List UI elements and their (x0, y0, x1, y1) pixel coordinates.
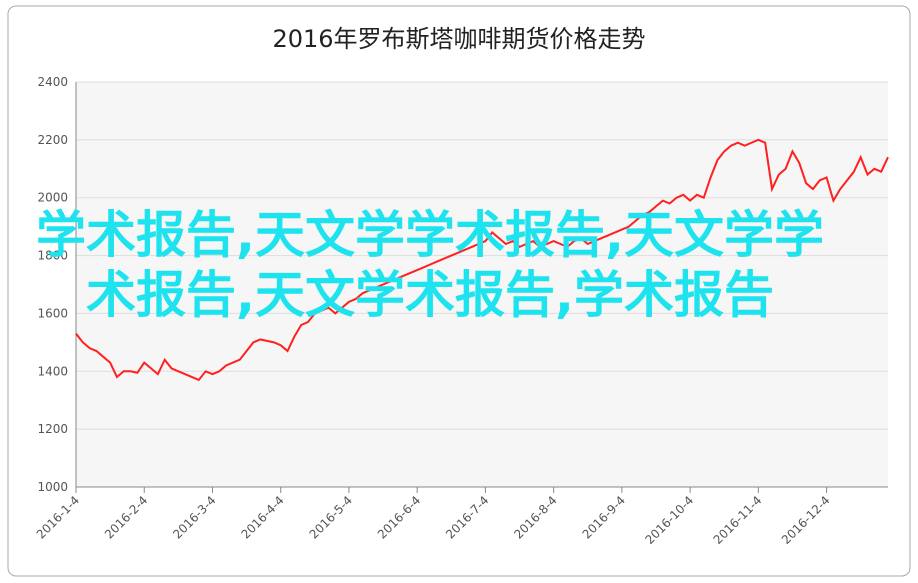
y-tick-label: 1400 (37, 364, 68, 378)
y-tick-label: 2200 (37, 133, 68, 147)
y-tick-label: 1600 (37, 306, 68, 320)
y-tick-label: 1800 (37, 249, 68, 263)
y-tick-label: 1200 (37, 422, 68, 436)
y-tick-label: 1000 (37, 480, 68, 494)
chart-title: 2016年罗布斯塔咖啡期货价格走势 (272, 25, 645, 53)
line-series (75, 138, 889, 382)
y-tick-label: 2000 (37, 191, 68, 205)
y-tick-label: 2400 (37, 75, 68, 89)
plot-area (76, 82, 888, 487)
